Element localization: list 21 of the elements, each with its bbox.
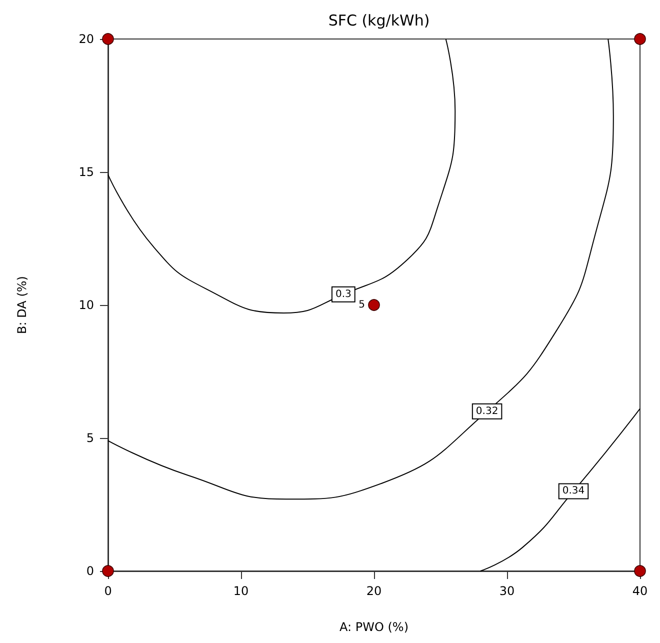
- point: [634, 565, 646, 577]
- y-tick-label: 10: [78, 298, 94, 312]
- chart-title: SFC (kg/kWh): [328, 12, 430, 30]
- point: [634, 33, 646, 45]
- x-tick-label: 30: [499, 584, 515, 598]
- x-tick-label: 0: [104, 584, 112, 598]
- line-series: [108, 38, 614, 500]
- point: [368, 299, 380, 311]
- line-series: [108, 38, 456, 314]
- y-tick-label: 5: [86, 431, 94, 445]
- point: [102, 33, 114, 45]
- y-axis-title: B: DA (%): [15, 276, 29, 334]
- annotation: 5: [358, 300, 365, 310]
- x-tick-label: 10: [233, 584, 249, 598]
- y-tick-label: 20: [78, 32, 94, 46]
- x-tick-label: 20: [366, 584, 382, 598]
- point: [102, 565, 114, 577]
- x-tick-label: 40: [632, 584, 648, 598]
- x-axis-title: A: PWO (%): [340, 620, 408, 634]
- y-tick-label: 0: [86, 564, 94, 578]
- y-tick-label: 15: [78, 165, 94, 179]
